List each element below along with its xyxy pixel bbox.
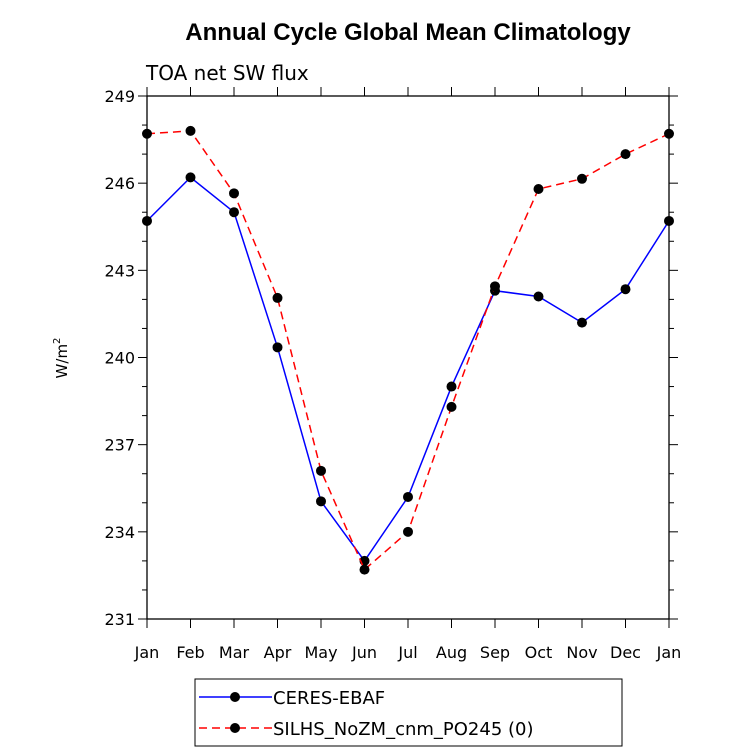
data-point xyxy=(533,291,544,302)
data-point xyxy=(403,526,413,537)
data-point xyxy=(316,496,326,507)
data-point xyxy=(229,207,239,218)
y-axis-label-text: W/m xyxy=(53,344,71,379)
x-tick-label: Jun xyxy=(351,643,377,662)
series-line xyxy=(146,176,670,563)
data-point xyxy=(359,564,370,575)
x-tick-label: Oct xyxy=(525,643,553,662)
plot-axes: Jan Feb Mar Apr May Jun Jul Aug Sep Oct Nov Dec Jan 2… xyxy=(104,87,681,662)
legend-marker xyxy=(230,723,240,733)
y-tick-label: 243 xyxy=(104,261,135,280)
data-point xyxy=(403,491,413,502)
legend-label: CERES-EBAF xyxy=(273,688,385,709)
y-axis-label: W/m2 xyxy=(52,338,71,379)
legend: CERES-EBAF SILHS_NoZM_cnm_PO245 (0) xyxy=(194,678,623,747)
x-tick-label: Sep xyxy=(480,643,510,662)
data-point xyxy=(446,381,457,392)
series-line xyxy=(146,130,670,571)
x-tick-label: May xyxy=(304,643,337,662)
data-point xyxy=(229,188,239,199)
series-2 xyxy=(142,125,674,575)
data-point xyxy=(620,149,631,160)
data-point xyxy=(185,125,196,136)
y-tick-label: 237 xyxy=(104,436,135,455)
legend-marker xyxy=(230,692,240,702)
data-point xyxy=(185,172,196,183)
y-tick-label: 240 xyxy=(104,349,135,368)
data-point xyxy=(620,284,631,295)
x-tick-label: Feb xyxy=(176,643,204,662)
data-point xyxy=(577,317,587,328)
x-tick-label: Jan xyxy=(134,643,160,662)
plot-frame xyxy=(146,95,670,620)
data-point xyxy=(664,128,674,139)
x-tick-label: Nov xyxy=(566,643,597,662)
data-point xyxy=(142,128,152,139)
data-point xyxy=(272,342,283,353)
y-tick-label: 249 xyxy=(104,87,135,106)
x-tick-label: Apr xyxy=(264,643,292,662)
x-tick-label: Jul xyxy=(397,643,417,662)
legend-box xyxy=(194,678,623,747)
x-tick-label: Mar xyxy=(219,643,250,662)
data-point xyxy=(446,401,457,412)
data-point xyxy=(664,215,674,226)
chart-subtitle: TOA net SW flux xyxy=(145,61,309,85)
y-tick-label: 246 xyxy=(104,174,135,193)
y-axis-label-exponent: 2 xyxy=(52,338,63,344)
svg-text:W/m2: W/m2 xyxy=(52,338,71,379)
x-tick-label: Jan xyxy=(656,643,682,662)
data-point xyxy=(577,173,587,184)
chart-title: Annual Cycle Global Mean Climatology xyxy=(185,19,631,46)
data-point xyxy=(490,281,500,292)
data-point xyxy=(142,215,152,226)
data-point xyxy=(316,465,326,476)
data-point xyxy=(533,183,544,194)
y-tick-label: 231 xyxy=(104,610,135,629)
x-tick-label: Aug xyxy=(436,643,467,662)
x-tick-label: Dec xyxy=(610,643,641,662)
series-layer xyxy=(142,125,674,575)
series-1 xyxy=(142,172,674,566)
legend-label: SILHS_NoZM_cnm_PO245 (0) xyxy=(273,719,534,740)
data-point xyxy=(272,292,283,303)
y-tick-label: 234 xyxy=(104,523,135,542)
